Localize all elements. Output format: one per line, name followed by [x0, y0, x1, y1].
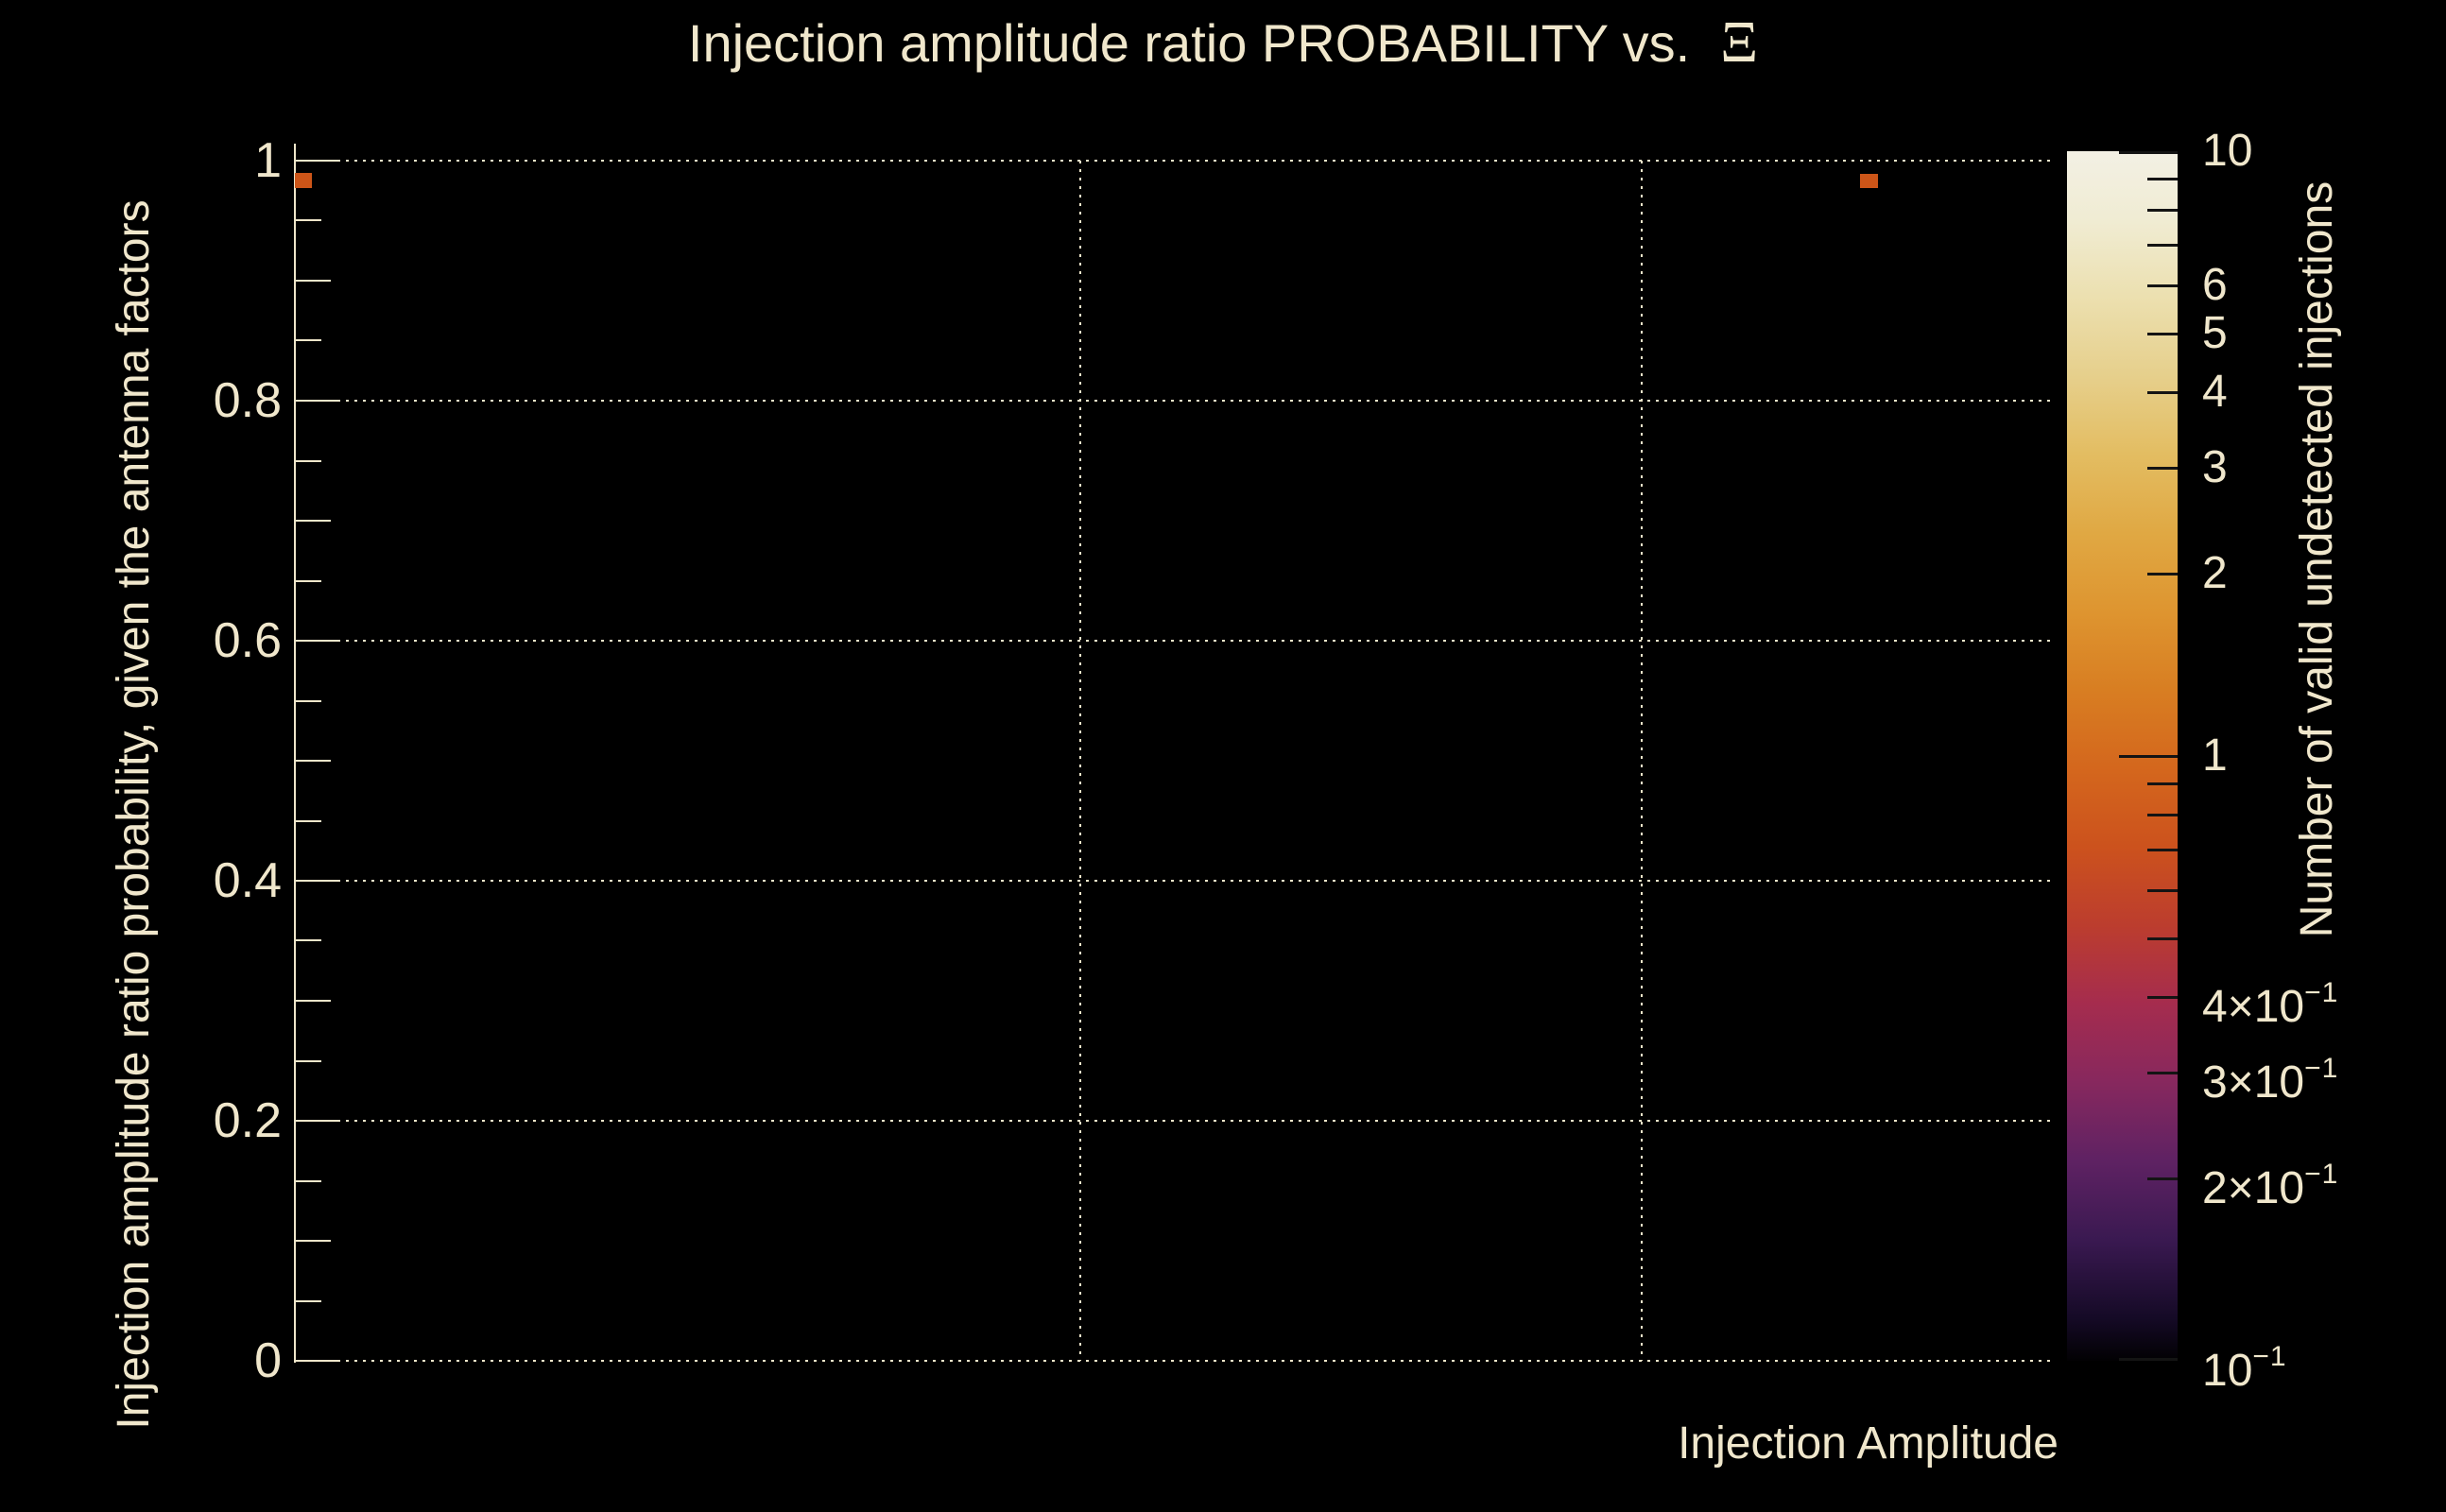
colorbar-minor-tick — [2147, 849, 2178, 851]
y-minor-tick — [295, 820, 321, 822]
y-minor-tick — [295, 460, 321, 462]
colorbar-tick-label: 3×10−1 — [2202, 1047, 2338, 1108]
xi-symbol: Ξ — [1720, 10, 1759, 75]
colorbar-minor-tick — [2147, 333, 2178, 335]
chart-title-text: Injection amplitude ratio PROBABILITY vs… — [687, 13, 1691, 73]
y-medium-tick — [295, 1000, 331, 1002]
y-tick-label: 0.2 — [213, 1093, 282, 1148]
colorbar-minor-tick — [2147, 814, 2178, 816]
y-gridline — [295, 400, 2056, 402]
y-tick-label: 0.6 — [213, 613, 282, 668]
colorbar-label-exponent: −1 — [2304, 977, 2339, 1008]
colorbar-label-base: 2 — [2202, 548, 2228, 598]
colorbar-tick-label: 4 — [2202, 367, 2228, 418]
y-minor-tick — [295, 339, 321, 341]
colorbar-major-tick — [2119, 1358, 2178, 1361]
colorbar-minor-tick — [2147, 889, 2178, 892]
colorbar-label-exponent: −1 — [2304, 1159, 2339, 1190]
y-tick-label: 1 — [254, 133, 282, 188]
colorbar-minor-tick — [2147, 937, 2178, 940]
colorbar-major-tick — [2119, 755, 2178, 758]
y-minor-tick — [295, 1180, 321, 1182]
x-axis-title: Injection Amplitude — [1678, 1418, 2058, 1469]
y-axis-title: Injection amplitude ratio probability, g… — [109, 199, 159, 1430]
colorbar-minor-tick — [2147, 244, 2178, 247]
colorbar-tick-label: 10−1 — [2202, 1335, 2287, 1397]
y-medium-tick — [295, 520, 331, 522]
y-gridline — [295, 640, 2056, 642]
y-major-tick — [295, 160, 338, 162]
y-major-tick — [295, 640, 338, 642]
colorbar-label-exponent: −1 — [2252, 1341, 2287, 1372]
y-minor-tick — [295, 580, 321, 582]
y-gridline — [295, 160, 2056, 162]
heatmap-cell — [295, 173, 312, 188]
y-minor-tick — [295, 939, 321, 941]
y-minor-tick — [295, 1060, 321, 1062]
y-gridline — [295, 1120, 2056, 1122]
colorbar-minor-tick — [2147, 573, 2178, 576]
x-gridline — [1079, 161, 1081, 1361]
colorbar-tick-label: 6 — [2202, 260, 2228, 311]
y-medium-tick — [295, 280, 331, 282]
colorbar-label-base: 1 — [2202, 730, 2228, 781]
colorbar-label-base: 4×10 — [2202, 982, 2305, 1032]
colorbar-label-base: 6 — [2202, 260, 2228, 310]
colorbar-tick-label: 4×10−1 — [2202, 971, 2338, 1033]
colorbar-label-base: 4 — [2202, 367, 2228, 417]
colorbar-tick-label: 1 — [2202, 730, 2228, 782]
x-gridline — [1641, 161, 1643, 1361]
chart-title: Injection amplitude ratio PROBABILITY vs… — [0, 11, 2446, 75]
colorbar-tick-label: 5 — [2202, 308, 2228, 359]
colorbar-label-base: 2×10 — [2202, 1163, 2305, 1213]
colorbar-minor-tick — [2147, 391, 2178, 394]
colorbar-minor-tick — [2147, 467, 2178, 470]
colorbar-label-base: 3×10 — [2202, 1057, 2305, 1108]
colorbar-tick-label: 2×10−1 — [2202, 1153, 2338, 1214]
y-major-tick — [295, 880, 338, 882]
colorbar-minor-tick — [2147, 996, 2178, 999]
colorbar-minor-tick — [2147, 782, 2178, 785]
y-tick-label: 0 — [254, 1333, 282, 1388]
colorbar-tick-label: 3 — [2202, 442, 2228, 493]
colorbar-label-base: 10 — [2202, 126, 2253, 176]
y-major-tick — [295, 400, 338, 402]
y-minor-tick — [295, 219, 321, 221]
colorbar-major-tick — [2119, 151, 2178, 154]
y-medium-tick — [295, 760, 331, 762]
y-minor-tick — [295, 1300, 321, 1302]
y-minor-tick — [295, 700, 321, 702]
colorbar-minor-tick — [2147, 178, 2178, 180]
colorbar-minor-tick — [2147, 284, 2178, 287]
colorbar-tick-label: 2 — [2202, 548, 2228, 599]
y-medium-tick — [295, 1240, 331, 1242]
colorbar-tick-label: 10 — [2202, 126, 2252, 177]
y-major-tick — [295, 1120, 338, 1122]
colorbar-label-base: 3 — [2202, 442, 2228, 492]
y-tick-label: 0.8 — [213, 373, 282, 428]
y-gridline — [295, 1360, 2056, 1362]
y-gridline — [295, 880, 2056, 882]
colorbar-minor-tick — [2147, 209, 2178, 212]
colorbar-label-exponent: −1 — [2304, 1053, 2339, 1084]
colorbar-minor-tick — [2147, 1072, 2178, 1074]
colorbar-label-base: 10 — [2202, 1346, 2253, 1396]
heatmap-cell — [1860, 174, 1878, 188]
colorbar-label-base: 5 — [2202, 308, 2228, 358]
y-axis-line — [294, 144, 296, 1363]
y-tick-label: 0.4 — [213, 853, 282, 908]
colorbar-minor-tick — [2147, 1177, 2178, 1180]
y-major-tick — [295, 1360, 338, 1362]
colorbar-title: Number of valid undetected injections — [2292, 180, 2342, 938]
